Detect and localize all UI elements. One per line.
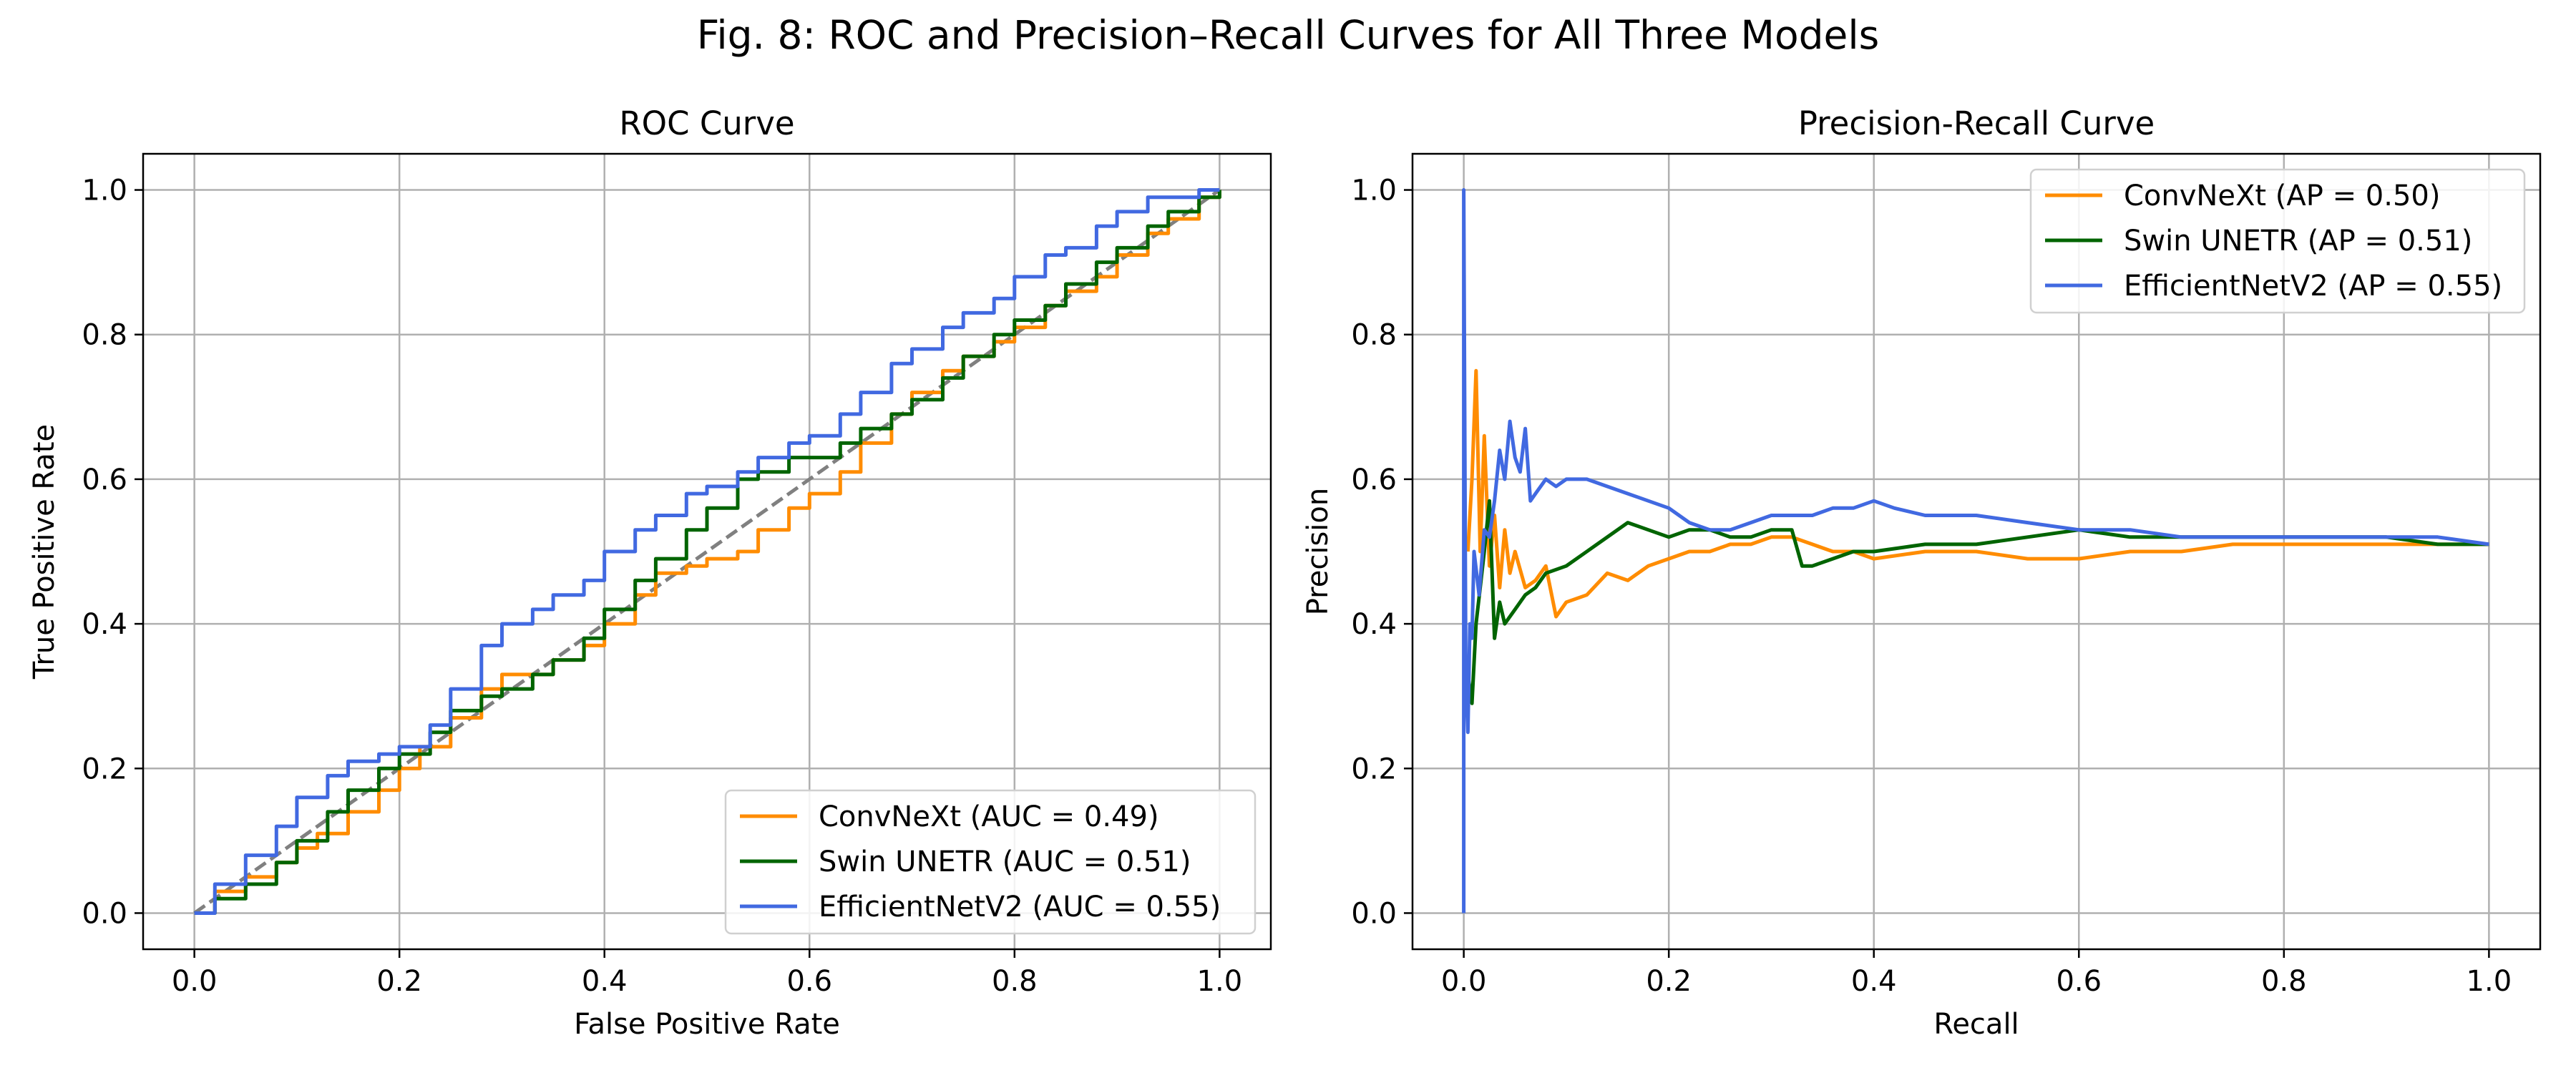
pr-y-tick-label: 0.6 [1351, 464, 1397, 496]
roc-x-axis-label: False Positive Rate [574, 1008, 840, 1041]
roc-x-tick-label: 0.4 [582, 965, 628, 998]
roc-series-swin-unetr [194, 190, 1221, 915]
pr-y-axis-label: Precision [1302, 488, 1335, 615]
pr-x-axis-label: Recall [1933, 1008, 2019, 1041]
roc-y-tick-label: 0.4 [82, 608, 127, 641]
pr-y-tick-label: 1.0 [1351, 175, 1397, 207]
roc-plot-frame [142, 152, 1272, 951]
roc-series-efficientnetv2 [194, 188, 1220, 915]
roc-y-axis-label: True Positive Rate [28, 424, 61, 680]
pr-y-tick-label: 0.4 [1351, 608, 1397, 641]
pr-x-tick-label: 0.8 [2261, 965, 2307, 998]
pr-x-tick-label: 1.0 [2467, 965, 2512, 998]
roc-legend-entry: EfficientNetV2 (AUC = 0.55) [819, 891, 1221, 923]
pr-legend-entry: Swin UNETR (AP = 0.51) [2124, 225, 2472, 258]
pr-legend-entry: ConvNeXt (AP = 0.50) [2124, 180, 2440, 212]
roc-x-tick-label: 0.0 [172, 965, 218, 998]
roc-chart-title: ROC Curve [619, 104, 794, 142]
pr-plot-frame [1411, 152, 2542, 951]
roc-legend-entry: Swin UNETR (AUC = 0.51) [819, 846, 1191, 878]
pr-legend: ConvNeXt (AP = 0.50) Swin UNETR (AP = 0.5… [2029, 168, 2526, 314]
pr-ticks: 0.0 0.2 0.4 0.6 0.8 1.0 0.0 0.2 0.4 0.6 0.8 1.0 [1351, 175, 2512, 998]
pr-y-tick-label: 0.0 [1351, 897, 1397, 930]
roc-y-tick-label: 0.2 [82, 753, 127, 785]
roc-chart-panel: ROC Curve 0.0 0.2 0.4 0.6 0.8 1.0 0.0 0.2 0.4 0.6… [28, 104, 1272, 1041]
roc-legend-box [724, 789, 1257, 935]
pr-x-tick-label: 0.4 [1851, 965, 1897, 998]
pr-x-tick-label: 0.2 [1646, 965, 1692, 998]
roc-legend: ConvNeXt (AUC = 0.49) Swin UNETR (AUC = 0… [724, 789, 1257, 935]
roc-y-tick-label: 1.0 [82, 175, 127, 207]
pr-series-convnext [1465, 368, 2489, 619]
roc-x-tick-label: 0.2 [376, 965, 422, 998]
roc-legend-entry: ConvNeXt (AUC = 0.49) [819, 800, 1159, 833]
roc-ticks: 0.0 0.2 0.4 0.6 0.8 1.0 0.0 0.2 0.4 0.6 0.8 1.0 [82, 175, 1242, 998]
pr-x-tick-label: 0.0 [1441, 965, 1487, 998]
pr-y-tick-label: 0.8 [1351, 319, 1397, 352]
roc-chance-diagonal [193, 188, 1221, 915]
pr-chart-title: Precision-Recall Curve [1798, 104, 2155, 142]
pr-series-efficientnetv2 [1462, 188, 2489, 913]
roc-curves [193, 188, 1221, 915]
roc-y-tick-label: 0.8 [82, 319, 127, 352]
figure-suptitle: Fig. 8: ROC and Precision–Recall Curves … [697, 12, 1880, 58]
pr-y-tick-label: 0.2 [1351, 753, 1397, 785]
roc-x-tick-label: 0.6 [786, 965, 832, 998]
roc-y-tick-label: 0.6 [82, 464, 127, 496]
pr-series-swin-unetr [1465, 499, 2489, 705]
pr-x-tick-label: 0.6 [2056, 965, 2102, 998]
pr-chart-panel: Precision-Recall Curve 0.0 0.2 0.4 0.6 0.8 1.… [1302, 104, 2542, 1041]
pr-legend-box [2029, 168, 2526, 314]
roc-x-tick-label: 0.8 [992, 965, 1038, 998]
roc-y-tick-label: 0.0 [82, 897, 127, 930]
pr-curves [1462, 188, 2489, 913]
roc-x-tick-label: 1.0 [1197, 965, 1243, 998]
pr-legend-entry: EfficientNetV2 (AP = 0.55) [2124, 270, 2502, 303]
